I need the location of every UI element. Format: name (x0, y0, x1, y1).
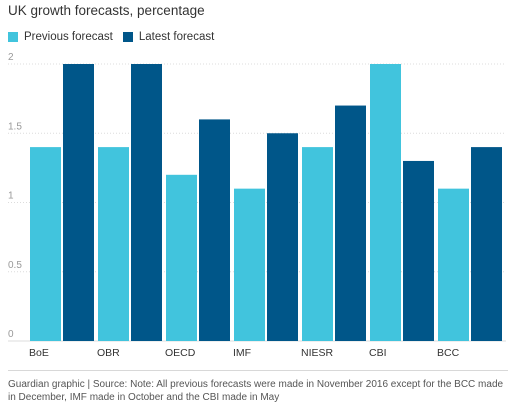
bar-previous (166, 174, 197, 341)
bar-previous (302, 147, 333, 341)
y-tick-label: 0 (8, 329, 14, 340)
legend: Previous forecast Latest forecast (8, 31, 224, 43)
y-tick-label: 1.5 (8, 121, 22, 132)
y-tick-label: 1 (8, 191, 14, 202)
bar-previous (30, 147, 61, 341)
x-category-label: IMF (233, 347, 251, 359)
x-category-label: BoE (29, 347, 49, 359)
footer-divider (8, 370, 508, 371)
bar-latest (63, 64, 94, 341)
y-tick-label: 0.5 (8, 260, 22, 271)
x-category-label: OECD (165, 347, 196, 359)
bar-previous (438, 188, 469, 341)
bar-previous (370, 64, 401, 341)
x-category-label: BCC (437, 347, 460, 359)
y-tick-label: 2 (8, 52, 14, 63)
x-category-label: OBR (97, 347, 120, 359)
legend-item-previous: Previous forecast (8, 31, 113, 43)
bar-chart: 0 0.5 1 1.5 2 BoE OBR OECD IMF NIESR CBI BCC (8, 52, 506, 359)
legend-swatch-latest (122, 32, 133, 42)
bar-latest (471, 147, 502, 341)
legend-swatch-previous (8, 32, 18, 42)
legend-item-latest: Latest forecast (122, 31, 215, 43)
bar-latest (131, 64, 162, 341)
x-category-label: NIESR (301, 347, 334, 359)
bar-previous (98, 147, 129, 341)
chart-title: UK growth forecasts, percentage (8, 3, 205, 18)
source-note: Guardian graphic | Source: Note: All pre… (8, 379, 504, 403)
bar-latest (335, 105, 366, 341)
bar-latest (403, 160, 434, 341)
legend-label-latest: Latest forecast (138, 31, 215, 43)
bar-previous (234, 188, 265, 341)
x-category-label: CBI (369, 347, 387, 359)
bar-latest (267, 133, 298, 341)
bar-latest (199, 119, 230, 342)
legend-label-previous: Previous forecast (24, 31, 113, 43)
